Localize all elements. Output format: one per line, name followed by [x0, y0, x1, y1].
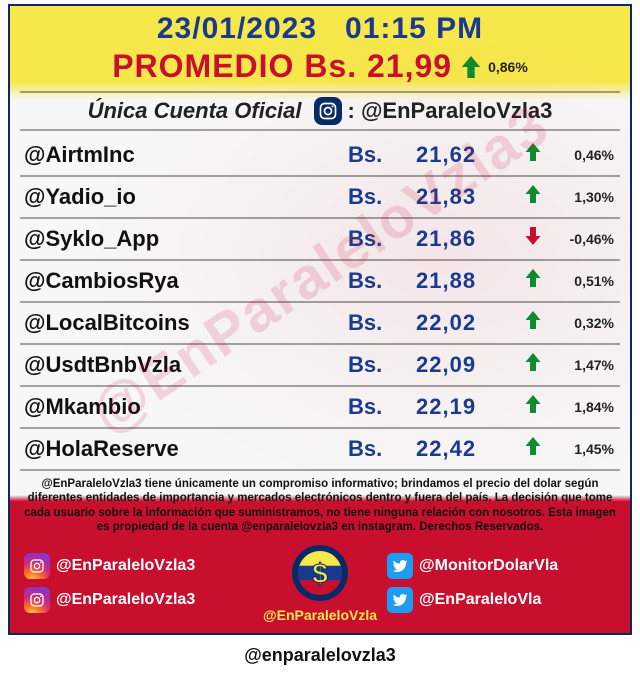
rate-pct: 1,30%: [550, 189, 620, 205]
rate-price: 22,09: [416, 352, 516, 378]
header-time: 01:15 PM: [345, 12, 483, 46]
rate-handle: @Yadio_io: [24, 184, 348, 210]
rate-card: @EnParaleloVzla3 23/01/2023 01:15 PM PRO…: [8, 4, 632, 635]
rate-table: @AirtmIncBs.21,620,46%@Yadio_ioBs.21,831…: [20, 135, 620, 471]
rate-price: 21,83: [416, 184, 516, 210]
rate-row: @HolaReserveBs.22,42 1,45%: [20, 429, 620, 471]
rate-currency-label: Bs.: [348, 352, 416, 378]
rate-direction-icon: [516, 141, 550, 169]
rate-price: 21,86: [416, 226, 516, 252]
rate-handle: @Syklo_App: [24, 226, 348, 252]
twitter-icon: [387, 587, 413, 613]
header-date: 23/01/2023: [157, 12, 317, 46]
rate-row: @AirtmIncBs.21,62 0,46%: [20, 135, 620, 177]
instagram-icon: [24, 587, 50, 613]
footer-handle: @EnParaleloVzla3: [56, 591, 195, 609]
footer-twitter-2[interactable]: @EnParaleloVla: [387, 587, 541, 613]
header-date-time: 23/01/2023 01:15 PM: [20, 12, 620, 46]
instagram-icon: [24, 553, 50, 579]
rate-row: @Syklo_AppBs.21,86 -0,46%: [20, 219, 620, 261]
rate-direction-icon: [516, 309, 550, 337]
svg-text:$: $: [312, 558, 328, 589]
twitter-icon: [387, 553, 413, 579]
promedio-row: PROMEDIO Bs. 21,99 0,86%: [20, 48, 620, 85]
footer-twitter-1[interactable]: @MonitorDolarVla: [387, 553, 558, 579]
rate-direction-icon: [516, 225, 550, 253]
rate-price: 22,19: [416, 394, 516, 420]
rate-direction-icon: [516, 267, 550, 295]
official-account-prefix: Única Cuenta Oficial: [88, 98, 302, 124]
rate-direction-icon: [516, 435, 550, 463]
rate-direction-icon: [516, 183, 550, 211]
promedio-pct: 0,86%: [488, 59, 528, 75]
rate-price: 21,88: [416, 268, 516, 294]
rate-price: 22,02: [416, 310, 516, 336]
disclaimer-text: @EnParaleloVzla3 tiene únicamente un com…: [20, 471, 620, 539]
rate-row: @MkambioBs.22,19 1,84%: [20, 387, 620, 429]
footer-handle: @EnParaleloVzla3: [56, 557, 195, 575]
rate-row: @CambiosRyaBs.21,88 0,51%: [20, 261, 620, 303]
rate-currency-label: Bs.: [348, 226, 416, 252]
rate-pct: -0,46%: [550, 231, 620, 247]
rate-direction-icon: [516, 393, 550, 421]
rate-row: @Yadio_ioBs.21,83 1,30%: [20, 177, 620, 219]
rate-pct: 0,51%: [550, 273, 620, 289]
rate-price: 22,42: [416, 436, 516, 462]
rate-pct: 0,46%: [550, 147, 620, 163]
footer-social: @EnParaleloVzla3 @EnParaleloVzla3: [20, 543, 620, 623]
official-account-handle: : @EnParaleloVzla3: [348, 98, 553, 124]
rate-row: @UsdtBnbVzlaBs.22,09 1,47%: [20, 345, 620, 387]
rate-currency-label: Bs.: [348, 268, 416, 294]
footer-center-logo: $ @EnParaleloVzla: [263, 543, 377, 623]
image-caption: @enparalelovzla3: [244, 645, 396, 666]
official-account-line: Única Cuenta Oficial : @EnParaleloVzla3: [20, 91, 620, 131]
rate-row: @LocalBitcoinsBs.22,02 0,32%: [20, 303, 620, 345]
rate-currency-label: Bs.: [348, 142, 416, 168]
rate-pct: 0,32%: [550, 315, 620, 331]
rate-currency-label: Bs.: [348, 394, 416, 420]
rate-currency-label: Bs.: [348, 310, 416, 336]
rate-handle: @Mkambio: [24, 394, 348, 420]
rate-pct: 1,45%: [550, 441, 620, 457]
rate-direction-icon: [516, 351, 550, 379]
footer-instagram-1[interactable]: @EnParaleloVzla3: [24, 553, 195, 579]
rate-handle: @HolaReserve: [24, 436, 348, 462]
rate-currency-label: Bs.: [348, 436, 416, 462]
footer-instagram-2[interactable]: @EnParaleloVzla3: [24, 587, 195, 613]
footer-handle: @MonitorDolarVla: [419, 557, 558, 575]
rate-price: 21,62: [416, 142, 516, 168]
instagram-icon: [314, 97, 342, 125]
rate-pct: 1,84%: [550, 399, 620, 415]
footer-center-handle: @EnParaleloVzla: [263, 607, 377, 623]
rate-pct: 1,47%: [550, 357, 620, 373]
rate-handle: @CambiosRya: [24, 268, 348, 294]
rate-handle: @LocalBitcoins: [24, 310, 348, 336]
rate-currency-label: Bs.: [348, 184, 416, 210]
rate-handle: @AirtmInc: [24, 142, 348, 168]
promedio-label: PROMEDIO Bs. 21,99: [112, 48, 452, 85]
footer-handle: @EnParaleloVla: [419, 591, 541, 609]
promedio-arrow-icon: [460, 54, 482, 80]
rate-handle: @UsdtBnbVzla: [24, 352, 348, 378]
